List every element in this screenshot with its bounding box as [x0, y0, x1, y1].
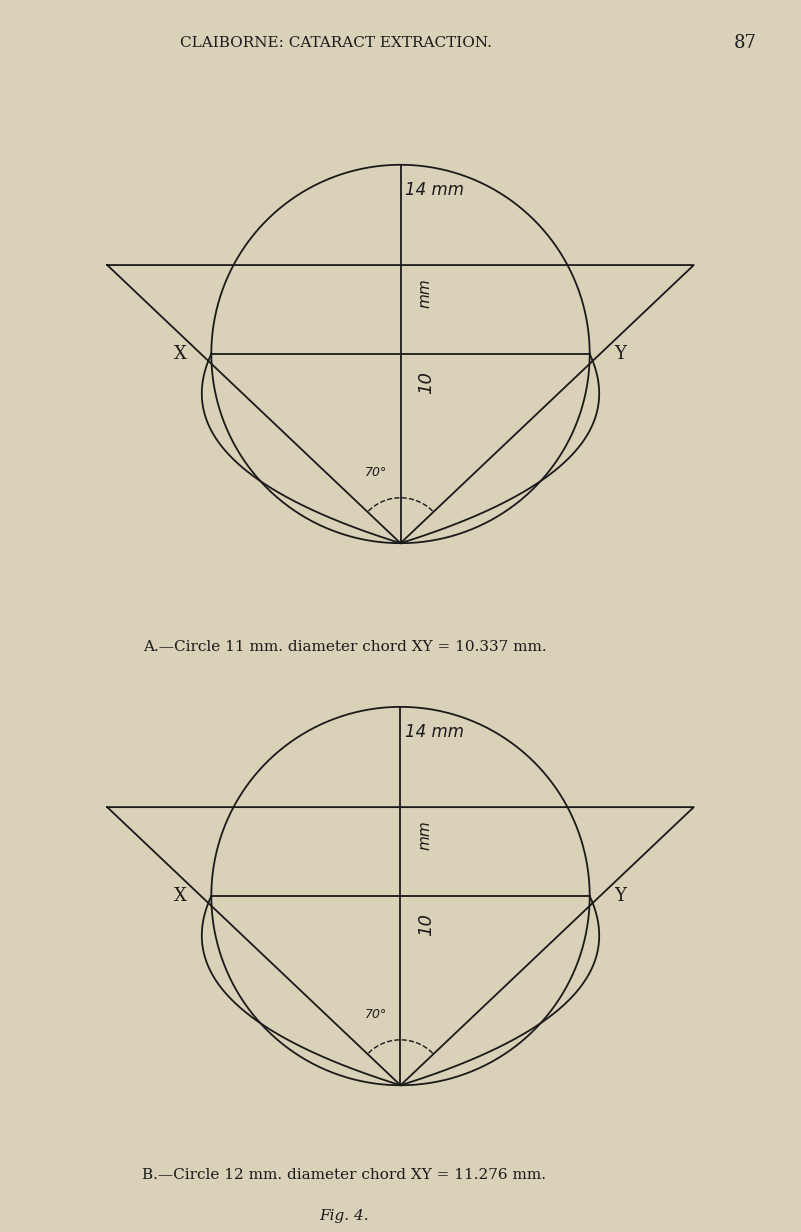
- Text: Y: Y: [614, 887, 626, 906]
- Text: A.—Circle 11 mm. diameter chord XY = 10.337 mm.: A.—Circle 11 mm. diameter chord XY = 10.…: [143, 639, 546, 654]
- Text: 14 mm: 14 mm: [405, 723, 464, 740]
- Text: mm: mm: [417, 278, 433, 308]
- Text: 10: 10: [417, 913, 436, 936]
- Text: Y: Y: [614, 345, 626, 363]
- Text: B.—Circle 12 mm. diameter chord XY = 11.276 mm.: B.—Circle 12 mm. diameter chord XY = 11.…: [143, 1168, 546, 1181]
- Text: 14 mm: 14 mm: [405, 181, 464, 198]
- Text: X: X: [174, 887, 187, 906]
- Text: mm: mm: [417, 821, 433, 850]
- Text: 70°: 70°: [364, 1008, 387, 1021]
- Text: Fig. 4.: Fig. 4.: [320, 1209, 369, 1222]
- Text: X: X: [174, 345, 187, 363]
- Text: 70°: 70°: [364, 466, 387, 479]
- Text: CLAIBORNE: CATARACT EXTRACTION.: CLAIBORNE: CATARACT EXTRACTION.: [180, 36, 493, 51]
- Text: 10: 10: [417, 371, 436, 394]
- Text: 87: 87: [734, 34, 756, 52]
